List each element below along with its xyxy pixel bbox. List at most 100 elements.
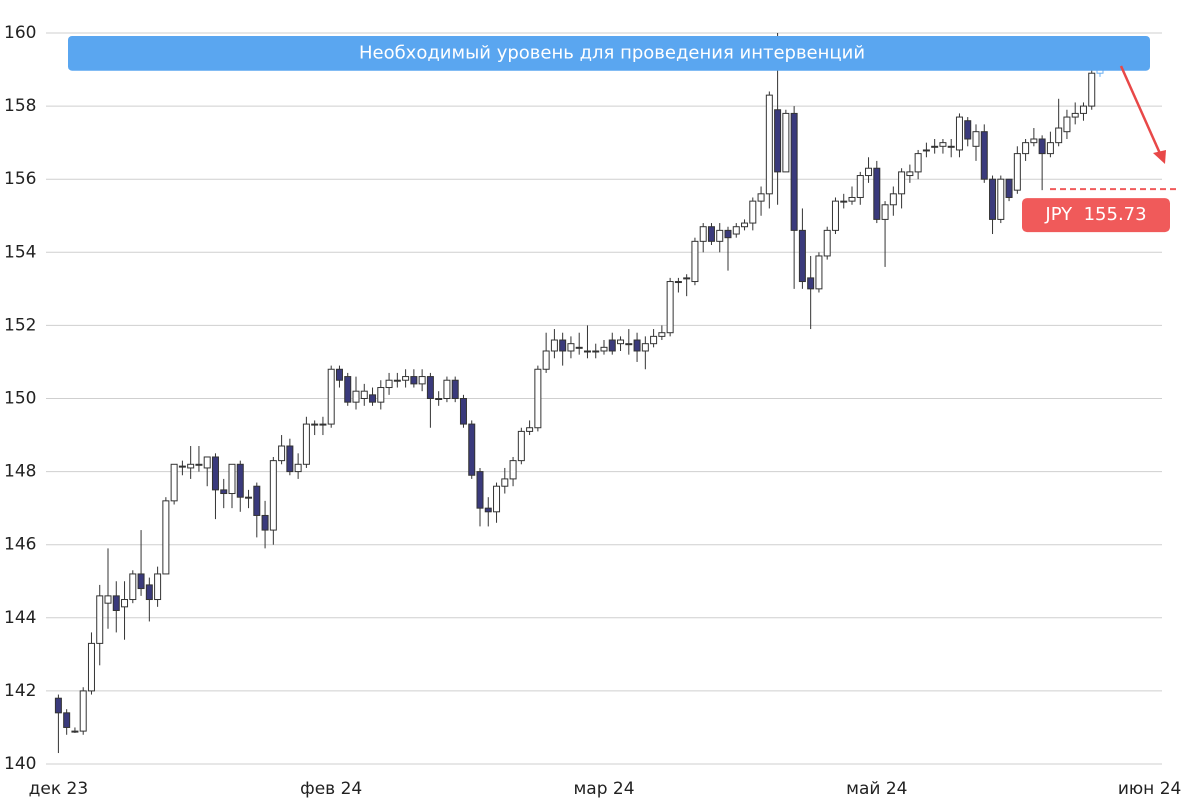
price-label-box xyxy=(1022,198,1170,233)
candle-body xyxy=(798,229,806,283)
candle-body xyxy=(517,430,525,462)
candle-body xyxy=(1079,105,1087,114)
y-tick-label: 154 xyxy=(4,242,36,262)
candle-body xyxy=(1038,138,1046,155)
candle-body xyxy=(964,120,972,140)
candle-body xyxy=(840,200,848,203)
candle-body xyxy=(137,573,145,590)
candle-body xyxy=(435,398,443,400)
candle-body xyxy=(286,445,294,473)
candle-body xyxy=(335,368,343,381)
y-tick-label: 160 xyxy=(4,23,36,43)
candle-body xyxy=(856,175,864,198)
candle-body xyxy=(54,697,62,714)
candle-body xyxy=(228,463,236,495)
candle-body xyxy=(939,142,947,147)
candle-body xyxy=(1063,116,1071,133)
candle-body xyxy=(757,193,765,202)
arrow-head xyxy=(1153,150,1166,164)
x-tick-label: июн 24 xyxy=(1118,779,1182,799)
candle-body xyxy=(749,200,757,224)
candle-body xyxy=(989,178,997,220)
candle-body xyxy=(443,379,451,400)
candle-body xyxy=(931,145,939,148)
candle-body xyxy=(426,376,434,400)
candle-body xyxy=(385,379,393,389)
candle-body xyxy=(319,423,327,426)
candle-body xyxy=(129,573,137,601)
candle-body xyxy=(741,222,749,228)
candle-body xyxy=(592,350,600,353)
arrow xyxy=(1119,65,1164,159)
candle-body xyxy=(352,390,360,403)
candle-body xyxy=(195,463,203,466)
candle-body xyxy=(104,595,112,604)
candle-body xyxy=(691,240,699,283)
candle-body xyxy=(112,595,120,611)
candle-body xyxy=(914,153,922,173)
candle-body xyxy=(732,226,740,235)
candle-body xyxy=(1088,72,1096,107)
y-tick-label: 148 xyxy=(4,462,36,482)
candle-body xyxy=(550,339,558,352)
candle-body xyxy=(418,376,426,385)
candle-body xyxy=(269,460,277,531)
candle-body xyxy=(683,277,691,280)
candle-body xyxy=(774,109,782,173)
candle-body xyxy=(87,642,95,692)
candle-body xyxy=(509,460,517,480)
candle-body xyxy=(451,379,459,400)
candle-body xyxy=(600,346,608,352)
candle-body xyxy=(162,500,170,575)
intervention-band xyxy=(68,36,1150,71)
candle-body xyxy=(71,730,79,733)
candle-body xyxy=(393,379,401,382)
candle-body xyxy=(575,346,583,349)
candle-body xyxy=(459,398,467,425)
candle-body xyxy=(617,339,625,345)
candle-body xyxy=(1013,153,1021,191)
candle-body xyxy=(1055,127,1063,144)
candle-body xyxy=(302,423,310,465)
candle-body xyxy=(881,204,889,220)
candle-body xyxy=(980,131,988,180)
candle-body xyxy=(278,445,286,462)
candle-body xyxy=(815,255,823,290)
candle-body xyxy=(972,131,980,147)
candle-body xyxy=(468,423,476,476)
candle-body xyxy=(187,463,195,469)
candle-body xyxy=(666,281,674,334)
candle-body xyxy=(567,343,575,352)
candle-body xyxy=(947,145,955,148)
x-tick-label: май 24 xyxy=(846,779,907,799)
candle-body xyxy=(1022,142,1030,155)
candle-body xyxy=(170,463,178,502)
x-tick-label: фев 24 xyxy=(300,779,362,799)
x-tick-label: дек 23 xyxy=(29,779,89,799)
candle-body xyxy=(344,376,352,403)
candle-body xyxy=(906,171,914,177)
candle-body xyxy=(889,193,897,206)
candle-body xyxy=(583,350,591,353)
candle-body xyxy=(865,167,873,177)
overlays: Необходимый уровень для проведения интер… xyxy=(68,36,1178,233)
candle-body xyxy=(674,281,682,284)
candle-body xyxy=(898,171,906,195)
candle-body xyxy=(1071,112,1079,118)
candle-body xyxy=(96,595,104,644)
candle-body xyxy=(790,112,798,231)
candle-body xyxy=(484,507,492,513)
candle-body xyxy=(922,149,930,152)
y-tick-label: 152 xyxy=(4,315,36,335)
candle-body xyxy=(1046,142,1054,155)
price-label: JPY 155.73 xyxy=(1044,204,1146,225)
candle-body xyxy=(699,226,707,242)
candle-body xyxy=(1005,178,1013,198)
candle-body xyxy=(559,339,567,352)
candle-body xyxy=(377,387,385,403)
candle-body xyxy=(294,463,302,473)
candle-body xyxy=(245,496,253,499)
candle-body xyxy=(658,332,666,337)
candle-body xyxy=(410,376,418,385)
